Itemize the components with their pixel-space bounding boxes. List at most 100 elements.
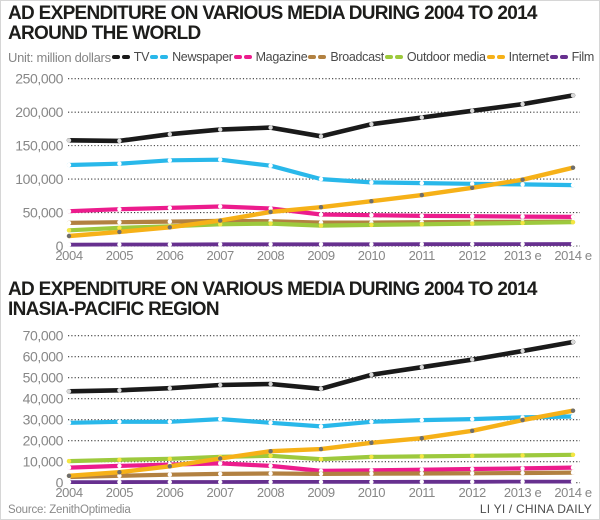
data-point-marker xyxy=(268,479,273,485)
data-point-marker xyxy=(117,207,122,212)
x-axis-tick-label: 2013 e xyxy=(504,248,542,263)
data-point-marker xyxy=(318,457,324,462)
asia-pacific-line-chart: 0 10,000 20,000 30,000 40,000 50,000 60,000 70,… xyxy=(23,328,593,500)
data-point-marker xyxy=(369,454,374,460)
world-chart-title: AD EXPENDITURE ON VARIOUS MEDIA DURING 2… xyxy=(8,3,538,44)
asia-pacific-chart-title-line2: INASIA-PACIFIC REGION xyxy=(8,299,220,320)
data-point-marker xyxy=(167,205,172,211)
data-point-marker xyxy=(218,242,223,247)
data-point-marker xyxy=(167,456,172,461)
data-point-marker xyxy=(570,408,576,413)
data-point-marker xyxy=(520,453,525,458)
y-axis-tick-label: 100,000 xyxy=(15,171,63,187)
data-point-marker xyxy=(218,456,223,461)
data-point-marker xyxy=(117,419,122,424)
data-point-marker xyxy=(117,225,122,231)
data-point-marker xyxy=(419,471,424,476)
x-axis-tick-label: 2007 xyxy=(207,485,234,500)
x-axis-tick-label: 2009 xyxy=(307,248,334,263)
data-point-marker xyxy=(470,221,475,226)
data-point-marker xyxy=(419,467,424,472)
x-axis-tick-label: 2010 xyxy=(358,485,385,500)
data-point-marker xyxy=(369,213,374,218)
footer: Source: ZenithOptimedia LI YI / CHINA DA… xyxy=(8,502,592,516)
data-point-marker xyxy=(167,225,172,230)
data-point-marker xyxy=(66,220,72,226)
data-point-marker xyxy=(218,461,223,466)
data-point-marker xyxy=(268,242,273,247)
data-point-marker xyxy=(218,127,223,132)
data-point-marker xyxy=(470,108,475,113)
data-point-marker xyxy=(268,463,273,469)
data-point-marker xyxy=(268,471,273,476)
data-point-marker xyxy=(470,479,475,484)
data-point-marker xyxy=(66,473,72,478)
data-point-marker xyxy=(167,158,172,163)
data-point-marker xyxy=(520,182,525,187)
data-point-marker xyxy=(66,138,72,143)
y-axis-tick-label: 50,000 xyxy=(23,205,64,221)
data-point-marker xyxy=(520,214,525,219)
data-point-marker xyxy=(470,214,475,219)
data-point-marker xyxy=(570,93,576,98)
world-line-chart: 0 50,000 100,000 150,000 200,000 250,000 2004 2… xyxy=(15,71,592,263)
data-point-marker xyxy=(66,458,72,464)
legend-item-tv: TV xyxy=(111,50,149,64)
x-axis-tick-label: 2008 xyxy=(257,248,284,263)
data-point-marker xyxy=(117,220,122,225)
series-line-tv xyxy=(66,93,576,144)
data-point-marker xyxy=(167,386,172,391)
data-point-marker xyxy=(470,453,475,458)
data-point-marker xyxy=(369,471,374,476)
data-point-marker xyxy=(117,457,122,462)
data-point-marker xyxy=(218,222,223,227)
data-point-marker xyxy=(66,479,72,485)
data-point-marker xyxy=(268,449,273,454)
data-point-marker xyxy=(318,479,324,485)
y-axis-tick-label: 60,000 xyxy=(23,349,64,365)
x-axis-tick-label: 2014 e xyxy=(554,248,592,263)
world-chart-title-line1: AD EXPENDITURE ON VARIOUS MEDIA DURING 2… xyxy=(8,3,538,24)
data-point-marker xyxy=(66,162,72,168)
x-axis-tick-label: 2011 xyxy=(409,248,436,263)
y-axis-tick-label: 30,000 xyxy=(23,412,64,428)
data-point-marker xyxy=(218,157,223,162)
data-point-marker xyxy=(470,181,475,186)
legend-swatch-icon xyxy=(308,54,327,60)
data-point-marker xyxy=(268,381,273,387)
data-point-marker xyxy=(66,228,72,233)
data-point-marker xyxy=(218,416,223,422)
data-point-marker xyxy=(570,182,576,188)
data-point-marker xyxy=(167,419,172,424)
x-axis-tick-label: 2008 xyxy=(257,485,284,500)
data-point-marker xyxy=(318,446,324,452)
data-point-marker xyxy=(318,223,324,228)
data-point-marker xyxy=(318,424,324,429)
data-point-marker xyxy=(520,479,525,484)
data-point-marker xyxy=(117,463,122,469)
y-axis-tick-label: 20,000 xyxy=(23,433,64,449)
x-axis-tick-label: 2007 xyxy=(207,248,234,263)
legend-item-newspaper: Newspaper xyxy=(150,50,233,64)
data-point-marker xyxy=(369,222,374,228)
data-point-marker xyxy=(318,386,324,391)
data-point-marker xyxy=(419,417,424,423)
data-point-marker xyxy=(167,479,172,485)
data-point-marker xyxy=(318,242,324,247)
x-axis-tick-label: 2004 xyxy=(55,248,82,263)
data-point-marker xyxy=(419,365,424,370)
data-point-marker xyxy=(167,242,172,247)
y-axis-tick-label: 250,000 xyxy=(15,71,63,87)
y-axis-tick-label: 200,000 xyxy=(15,104,63,120)
data-point-marker xyxy=(117,470,122,475)
data-point-marker xyxy=(369,242,374,247)
legend-swatch-icon xyxy=(150,54,169,60)
data-point-marker xyxy=(369,122,374,127)
asia-pacific-chart-title-line1: AD EXPENDITURE ON VARIOUS MEDIA DURING 2… xyxy=(8,279,538,300)
data-point-marker xyxy=(167,132,172,137)
x-axis-tick-label: 2014 e xyxy=(554,485,592,500)
data-point-marker xyxy=(117,242,122,247)
data-point-marker xyxy=(520,220,525,226)
y-axis-tick-label: 150,000 xyxy=(15,138,63,154)
